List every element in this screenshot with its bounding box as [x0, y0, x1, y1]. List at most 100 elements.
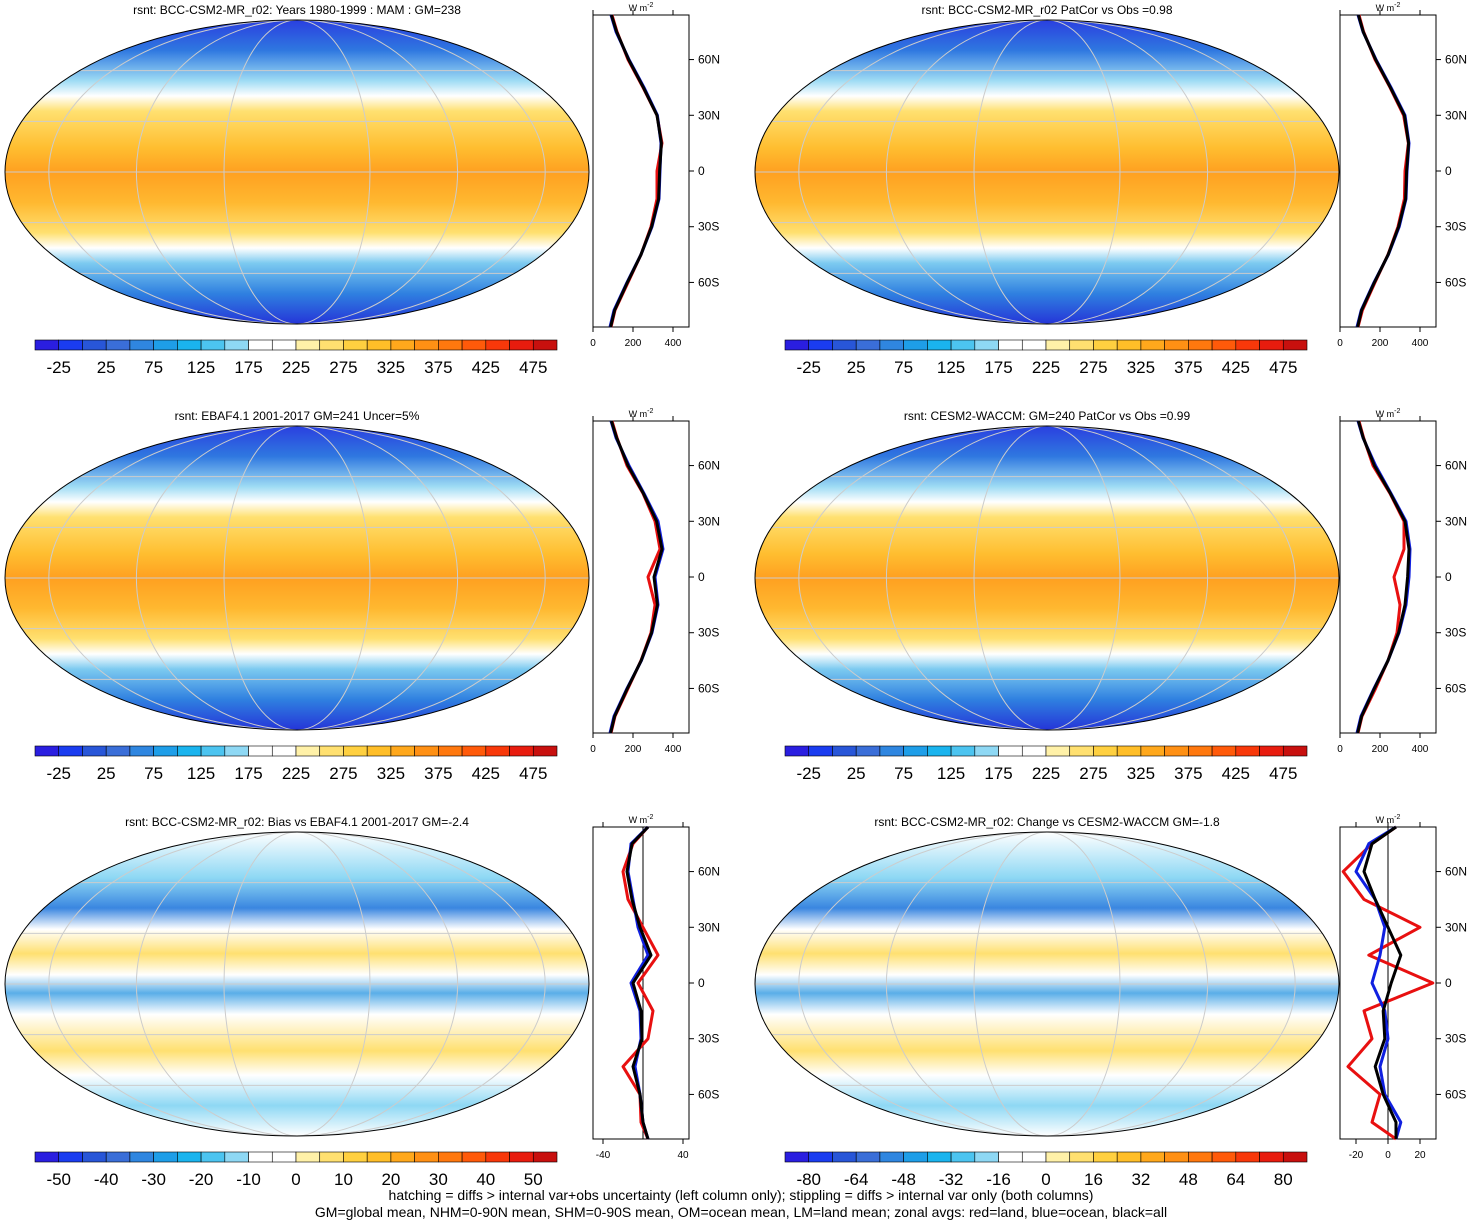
colorbar-box: [1116, 745, 1142, 757]
profile-frame: [592, 420, 690, 734]
colorbar-box: [1282, 339, 1308, 351]
colorbar-box: [808, 1151, 833, 1163]
colorbar-box: [832, 745, 857, 757]
colorbar-box: [129, 1151, 154, 1163]
colorbar-box: [1188, 1151, 1213, 1163]
zonal-profile: [1355, 14, 1411, 328]
y-tick-label: 60S: [1445, 1087, 1466, 1101]
colorbar-box: [879, 339, 904, 351]
colorbar-box: [1140, 339, 1165, 351]
y-tick-label: 60N: [1445, 865, 1467, 879]
colorbar-box: [390, 1151, 415, 1163]
colorbar-box: [200, 745, 226, 757]
unit-exponent: -2: [1394, 814, 1400, 821]
map-meridian: [885, 426, 1209, 730]
colorbar-box: [784, 1151, 810, 1163]
colorbar-box: [974, 339, 999, 351]
x-tick-label: 200: [1372, 744, 1389, 755]
colorbar-box: [366, 745, 392, 757]
colorbar-box: [271, 1151, 297, 1163]
colorbar-label: 475: [519, 358, 547, 377]
y-tick-label: 30N: [1445, 514, 1467, 528]
colorbar-box: [414, 745, 439, 757]
y-tick-label: 60S: [698, 1087, 719, 1101]
colorbar-box: [1282, 1151, 1308, 1163]
colorbar-box: [903, 339, 928, 351]
colorbar-label: 225: [282, 358, 310, 377]
colorbar-box: [390, 339, 415, 351]
colorbar-box: [1045, 1151, 1071, 1163]
colorbar-label: -25: [796, 764, 821, 783]
map-grid: [5, 832, 589, 1136]
colorbar-label: 225: [282, 764, 310, 783]
y-tick-label: 30N: [1445, 920, 1467, 934]
colorbar-label: -80: [796, 1170, 821, 1189]
colorbar-label: 75: [894, 358, 913, 377]
footer-line: hatching = diffs > internal var+obs unce…: [389, 1187, 1094, 1203]
colorbar-box: [784, 745, 810, 757]
colorbar-box: [485, 745, 510, 757]
colorbar-box: [248, 1151, 273, 1163]
colorbar-box: [224, 1151, 249, 1163]
map-outline: [754, 19, 1340, 325]
colorbar-box: [200, 1151, 226, 1163]
colorbar-label: 0: [291, 1170, 300, 1189]
profile-unit: W m-2: [1376, 814, 1401, 825]
colorbar-box: [34, 339, 60, 351]
colorbar-box: [82, 339, 107, 351]
x-tick-label: 200: [625, 338, 642, 349]
colorbar-box: [295, 339, 321, 351]
colorbar-box: [248, 339, 273, 351]
colorbar-label: 125: [937, 764, 965, 783]
colorbar-label: 175: [234, 764, 262, 783]
map-meridian: [973, 832, 1121, 1136]
colorbar-label: 275: [1079, 358, 1107, 377]
zonal-profile: [625, 825, 653, 1140]
map-meridian: [798, 832, 1296, 1136]
colorbar-box: [34, 745, 60, 757]
map-outline: [754, 831, 1340, 1137]
colorbar-box: [879, 1151, 904, 1163]
colorbar-label: 275: [1079, 764, 1107, 783]
zonal-profile: [609, 14, 664, 328]
colorbar-box: [319, 339, 344, 351]
map-grid: [5, 20, 589, 324]
colorbar-box: [438, 745, 463, 757]
colorbar-label: 425: [1222, 358, 1250, 377]
colorbar-label: 375: [424, 358, 452, 377]
colorbar-label: 50: [524, 1170, 543, 1189]
colorbar-box: [295, 1151, 321, 1163]
colorbar-label: 275: [329, 358, 357, 377]
map-meridian: [135, 20, 459, 324]
y-tick-label: 0: [1445, 976, 1452, 990]
colorbar-label: 25: [847, 764, 866, 783]
unit-text: W m: [629, 815, 648, 825]
colorbar-box: [1045, 745, 1071, 757]
colorbar-label: 275: [329, 764, 357, 783]
footer-line: GM=global mean, NHM=0-90N mean, SHM=0-90…: [315, 1204, 1167, 1220]
colorbar-box: [808, 339, 833, 351]
x-tick-label: 400: [665, 338, 682, 349]
zonal-profile: [1356, 420, 1411, 734]
map-meridian: [798, 20, 1296, 324]
colorbar-box: [390, 745, 415, 757]
colorbar-label: 20: [381, 1170, 400, 1189]
colorbar-box: [295, 745, 321, 757]
map-meridian: [135, 832, 459, 1136]
colorbar-box: [105, 1151, 131, 1163]
colorbar-label: -50: [46, 1170, 71, 1189]
colorbar-box: [319, 745, 344, 757]
colorbar-box: [82, 1151, 107, 1163]
zonal-profile: [1362, 825, 1403, 1139]
x-tick-label: -20: [1349, 1150, 1364, 1161]
colorbar-box: [1116, 339, 1142, 351]
colorbar-label: -64: [844, 1170, 869, 1189]
x-tick-label: 40: [677, 1150, 689, 1161]
colorbar-box: [82, 745, 107, 757]
unit-exponent: -2: [647, 814, 653, 821]
y-tick-label: 30S: [698, 220, 719, 234]
colorbar-box: [414, 1151, 439, 1163]
y-tick-label: 0: [698, 976, 705, 990]
colorbar-box: [485, 1151, 510, 1163]
colorbar-box: [461, 339, 487, 351]
